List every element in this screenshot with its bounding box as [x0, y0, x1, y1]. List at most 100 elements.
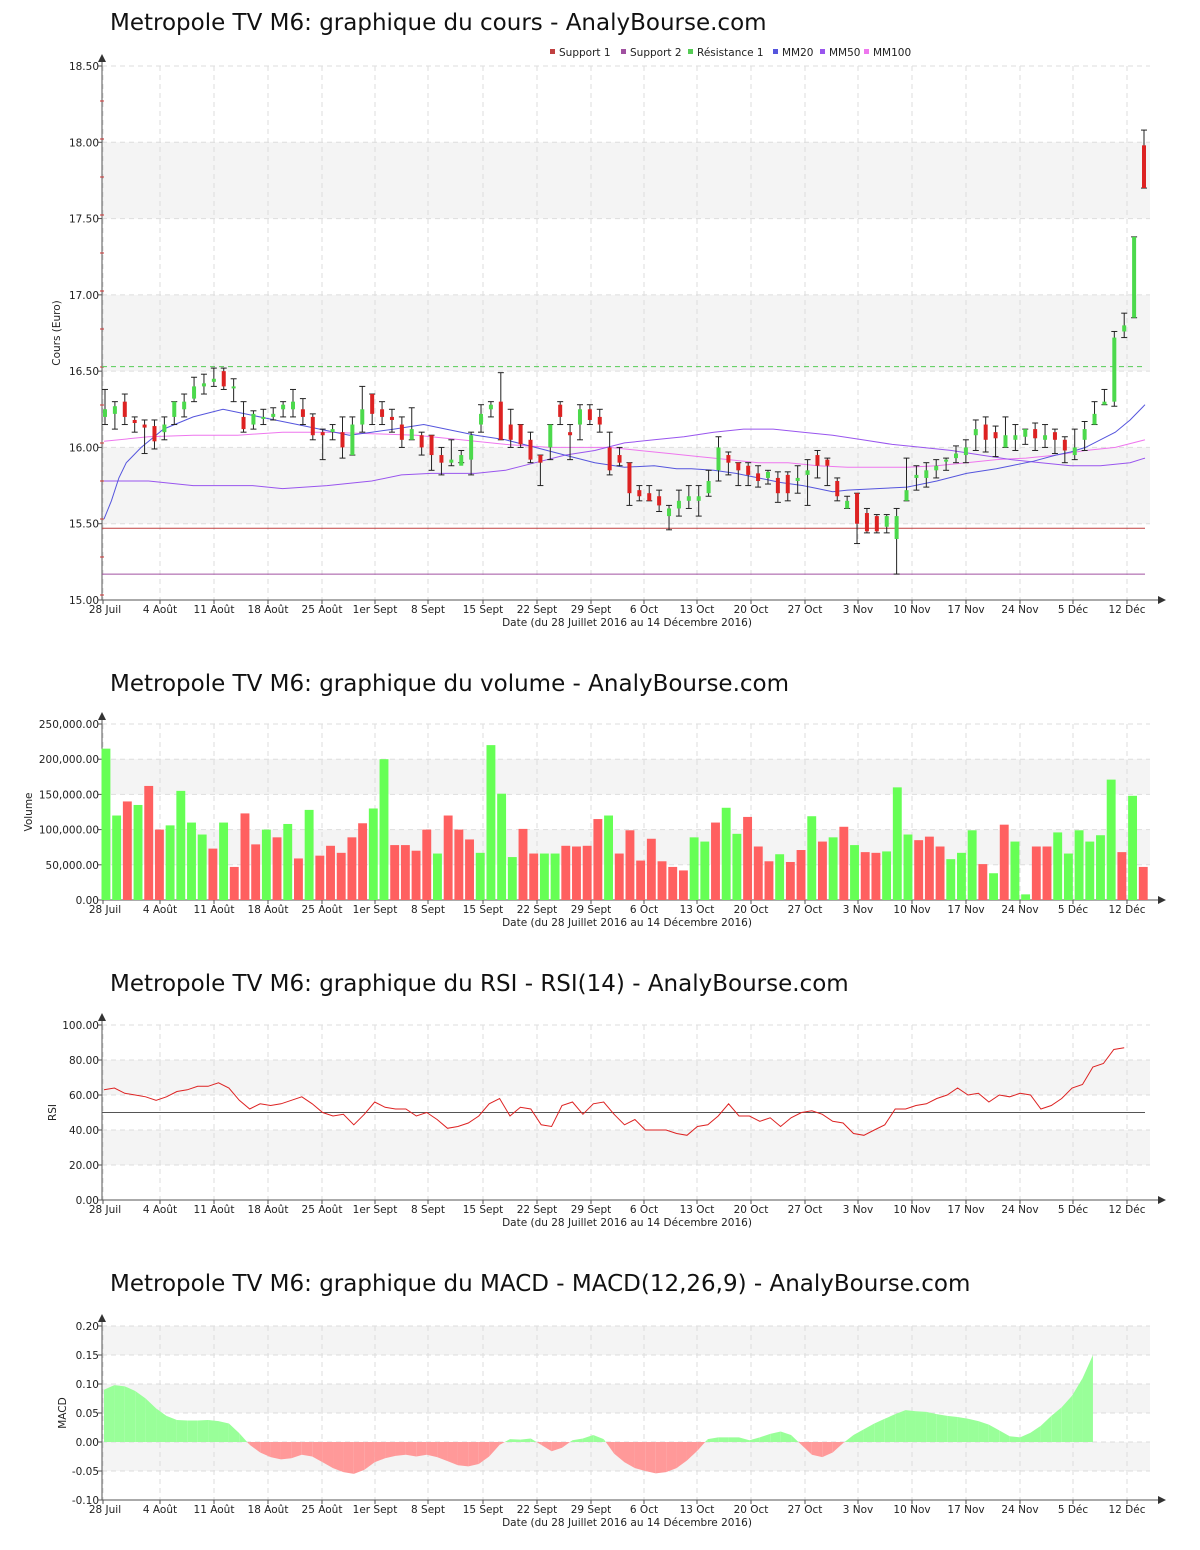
y-tick-label: 17.00 — [69, 290, 99, 302]
volume-bar — [572, 846, 581, 900]
legend-swatch — [864, 49, 869, 54]
candle-body — [429, 435, 434, 456]
legend-swatch — [773, 49, 778, 54]
macd-area — [614, 1442, 625, 1463]
candle-body — [251, 413, 256, 425]
plot-band — [102, 1130, 1150, 1165]
rsi-chart-panel: Metropole TV M6: graphique du RSI - RSI(… — [0, 960, 1200, 1240]
macd-area — [374, 1442, 386, 1463]
candle-body — [231, 386, 236, 389]
macd-area — [228, 1423, 240, 1442]
volume-bar — [272, 837, 282, 900]
macd-area — [270, 1442, 281, 1460]
macd-area — [822, 1442, 833, 1458]
price-chart-title: Metropole TV M6: graphique du cours - An… — [110, 10, 767, 36]
price-chart: 15.00 15.50 16.00 16.50 17.00 17.50 18.00 18.50… — [51, 47, 1166, 629]
candle-body — [419, 435, 424, 448]
macd-area — [322, 1442, 334, 1469]
candle-body — [370, 394, 375, 414]
candle-body — [736, 462, 741, 471]
candle-body — [696, 496, 701, 501]
macd-area — [437, 1442, 448, 1462]
candle-body — [785, 474, 790, 494]
candle-body — [1112, 337, 1117, 402]
x-tick-label: 29 Sept — [571, 904, 612, 916]
macd-area — [572, 1438, 583, 1442]
volume-bar — [1053, 832, 1063, 900]
macd-area — [686, 1442, 698, 1461]
macd-area — [874, 1418, 885, 1442]
macd-area — [801, 1442, 812, 1455]
candle-body — [756, 473, 761, 481]
candle-body — [261, 416, 266, 419]
macd-area — [239, 1433, 248, 1442]
macd-area — [156, 1408, 167, 1442]
x-tick-label: 28 Juil — [89, 1504, 121, 1516]
x-axis-label: Date (du 28 Juillet 2016 au 14 Décembre … — [502, 617, 752, 629]
volume-bar — [999, 824, 1009, 900]
candle-body — [617, 455, 622, 463]
volume-bar — [283, 823, 293, 900]
x-tick-label: 13 Oct — [680, 904, 715, 916]
x-tick-label: 15 Sept — [463, 904, 504, 916]
volume-bar — [700, 841, 710, 900]
macd-area — [905, 1410, 916, 1442]
x-axis-label: Date (du 28 Juillet 2016 au 14 Décembre … — [502, 917, 752, 929]
macd-area — [570, 1440, 573, 1442]
legend-label: Support 1 — [559, 47, 611, 59]
y-tick-label: 80.00 — [69, 1055, 99, 1067]
macd-area — [312, 1442, 323, 1463]
candle-body — [1082, 429, 1087, 440]
volume-bar — [101, 748, 111, 900]
macd-area — [536, 1442, 542, 1445]
x-tick-label: 22 Sept — [517, 604, 558, 616]
legend-label: MM50 — [829, 47, 860, 59]
volume-bar — [561, 845, 571, 900]
y-tick-label: 40.00 — [69, 1125, 99, 1137]
volume-bar — [1117, 852, 1127, 900]
volume-bar — [882, 851, 892, 900]
volume-chart: 0.00 50,000.00 100,000.00 150,000.00 200,000… — [23, 712, 1166, 929]
rsi-chart-title: Metropole TV M6: graphique du RSI - RSI(… — [110, 971, 849, 997]
x-tick-label: 1er Sept — [353, 1204, 398, 1216]
x-tick-label: 27 Oct — [788, 1504, 823, 1516]
macd-area — [247, 1442, 250, 1445]
macd-area — [1061, 1395, 1073, 1442]
volume-bar — [497, 793, 507, 900]
x-tick-label: 22 Sept — [517, 1204, 558, 1216]
candle-body — [637, 490, 642, 497]
volume-bar — [721, 807, 731, 900]
macd-area — [1020, 1432, 1031, 1442]
y-tick-label: 50,000.00 — [46, 860, 99, 872]
x-tick-label: 22 Sept — [517, 904, 558, 916]
volume-bar — [154, 829, 164, 900]
candle-body — [112, 406, 117, 414]
candle-body — [449, 459, 454, 463]
candle-body — [924, 470, 929, 478]
x-tick-label: 5 Déc — [1058, 1504, 1089, 1516]
volume-bar — [165, 825, 175, 900]
x-tick-label: 12 Déc — [1108, 1504, 1145, 1516]
legend-label: MM20 — [782, 47, 813, 59]
macd-area — [353, 1442, 365, 1474]
macd-area — [114, 1385, 125, 1442]
candle-body — [291, 401, 296, 410]
volume-bar — [390, 845, 400, 900]
macd-area — [104, 1385, 115, 1442]
x-tick-label: 10 Nov — [893, 904, 930, 916]
legend-label: Résistance 1 — [697, 47, 764, 59]
candle-body — [1013, 435, 1018, 440]
legend-label: MM100 — [873, 47, 911, 59]
candle-body — [122, 401, 127, 417]
macd-area — [187, 1420, 198, 1442]
volume-bar — [240, 813, 250, 900]
volume-bar — [689, 837, 699, 900]
y-tick-label: 20.00 — [69, 1160, 99, 1172]
candle-body — [182, 401, 187, 410]
volume-bar — [336, 852, 346, 900]
x-tick-label: 12 Déc — [1108, 1204, 1145, 1216]
candle-body — [211, 378, 216, 382]
volume-bar — [475, 852, 485, 900]
volume-bar — [529, 853, 539, 900]
x-tick-label: 3 Nov — [843, 904, 874, 916]
